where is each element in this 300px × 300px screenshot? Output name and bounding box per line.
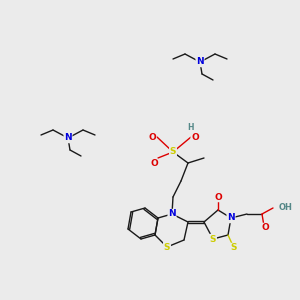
Text: O: O [261, 224, 269, 232]
Text: S: S [231, 244, 237, 253]
Text: O: O [150, 160, 158, 169]
Text: N: N [168, 209, 176, 218]
Text: N: N [196, 58, 204, 67]
Text: O: O [148, 133, 156, 142]
Text: S: S [170, 148, 176, 157]
Text: N: N [64, 134, 72, 142]
Text: S: S [164, 242, 170, 251]
Text: H: H [187, 124, 193, 133]
Text: S: S [210, 235, 216, 244]
Text: OH: OH [279, 203, 293, 212]
Text: O: O [214, 193, 222, 202]
Text: N: N [227, 214, 235, 223]
Text: O: O [191, 133, 199, 142]
